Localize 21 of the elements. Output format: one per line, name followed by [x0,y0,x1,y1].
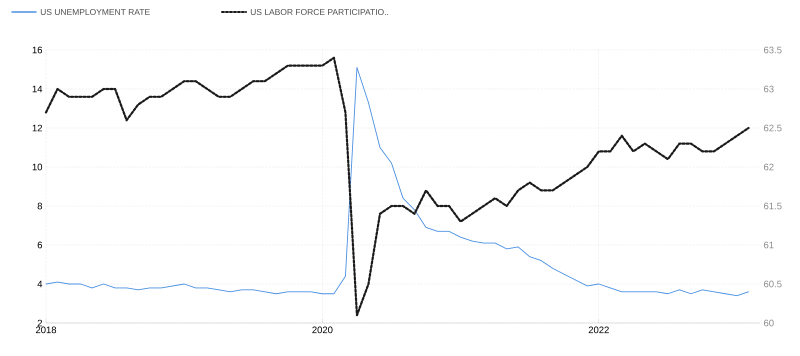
y2-tick-label: 60.5 [764,280,782,288]
y-tick-label: 2 [38,320,42,326]
y2-tick-label: 62 [764,164,774,170]
x-tick-label: 2022 [588,326,609,334]
x-tick-label: 2018 [36,326,56,334]
y-tick-label: 14 [32,86,42,92]
x-tick-label: 2020 [312,326,333,334]
y-tick-label: 10 [32,164,42,170]
y2-tick-label: 60 [764,320,774,326]
y2-tick-label: 61.5 [764,202,782,210]
y-tick-label: 4 [37,280,42,288]
legend-label: US LABOR FORCE PARTICIPATIO.. [250,9,388,15]
y2-tick-label: 63 [764,86,774,92]
y2-tick-label: 61 [764,242,774,248]
y-tick-label: 16 [32,46,42,54]
y2-tick-label: 62.5 [764,124,782,132]
y-tick-label: 12 [32,124,42,132]
y2-tick-label: 63.5 [764,46,782,54]
y-tick-label: 6 [38,242,42,248]
legend-label: US UNEMPLOYMENT RATE [40,9,150,15]
y-tick-label: 8 [38,202,42,210]
